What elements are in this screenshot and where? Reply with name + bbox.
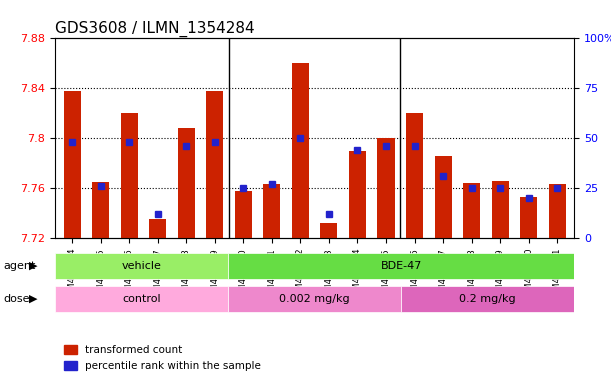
- Text: BDE-47: BDE-47: [381, 261, 422, 271]
- FancyBboxPatch shape: [401, 286, 574, 311]
- FancyBboxPatch shape: [55, 286, 228, 311]
- FancyBboxPatch shape: [228, 253, 574, 279]
- Bar: [406, 113, 423, 238]
- Bar: [378, 138, 395, 238]
- Text: 0.002 mg/kg: 0.002 mg/kg: [279, 293, 350, 304]
- Bar: [349, 151, 366, 238]
- FancyBboxPatch shape: [228, 286, 401, 311]
- Bar: [263, 184, 280, 238]
- Text: control: control: [122, 293, 161, 304]
- Bar: [178, 128, 195, 238]
- FancyBboxPatch shape: [55, 253, 228, 279]
- Bar: [64, 91, 81, 238]
- Text: agent: agent: [3, 261, 35, 271]
- Bar: [549, 184, 566, 238]
- Text: ▶: ▶: [29, 294, 38, 304]
- Bar: [463, 183, 480, 238]
- Bar: [492, 180, 509, 238]
- Text: 0.2 mg/kg: 0.2 mg/kg: [459, 293, 516, 304]
- Bar: [120, 113, 137, 238]
- Bar: [434, 156, 452, 238]
- Bar: [320, 223, 337, 238]
- Bar: [92, 182, 109, 238]
- Bar: [149, 219, 166, 238]
- Bar: [235, 190, 252, 238]
- Text: ▶: ▶: [29, 261, 38, 271]
- Bar: [292, 63, 309, 238]
- Bar: [207, 91, 224, 238]
- Text: GDS3608 / ILMN_1354284: GDS3608 / ILMN_1354284: [55, 21, 255, 37]
- Legend: transformed count, percentile rank within the sample: transformed count, percentile rank withi…: [60, 341, 265, 375]
- Text: vehicle: vehicle: [122, 261, 161, 271]
- Text: dose: dose: [3, 294, 29, 304]
- Bar: [520, 197, 537, 238]
